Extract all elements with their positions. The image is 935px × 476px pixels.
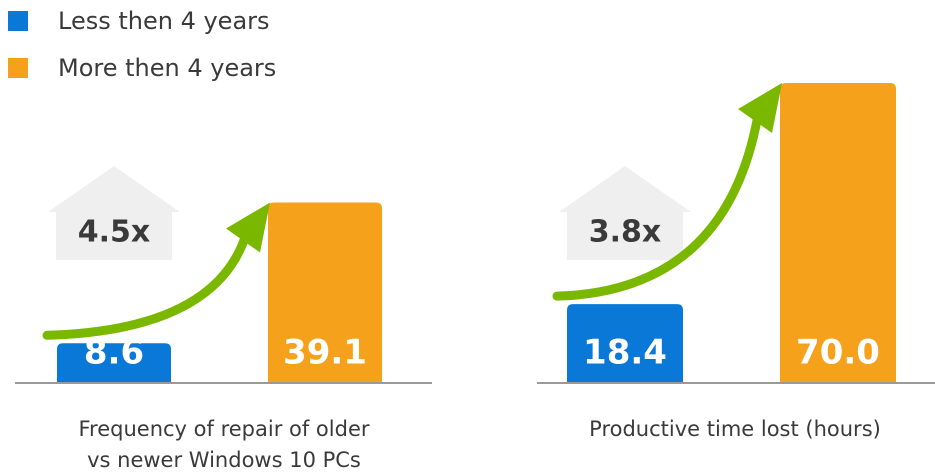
bar xyxy=(567,304,683,383)
badge-arrow xyxy=(48,166,180,260)
badge-arrow xyxy=(559,166,691,260)
bar xyxy=(268,202,382,383)
x-axis-label: Productive time lost (hours) xyxy=(589,417,881,441)
x-axis-label: Frequency of repair of older vs newer Wi… xyxy=(78,417,370,472)
growth-arrow xyxy=(552,110,763,301)
bar xyxy=(780,83,896,383)
legend-swatch xyxy=(8,58,28,78)
bar xyxy=(57,343,171,383)
legend-swatch xyxy=(8,11,28,31)
legend-label: More then 4 years xyxy=(58,54,276,82)
growth-arrow-head xyxy=(738,83,782,133)
bar-label: 8.6 xyxy=(84,333,144,373)
bar-label: 18.4 xyxy=(583,333,667,373)
growth-arrow xyxy=(42,230,251,340)
legend-label: Less then 4 years xyxy=(58,7,270,35)
bar-label: 70.0 xyxy=(796,333,880,373)
annotation: 4.5x xyxy=(78,215,151,250)
growth-arrow-head xyxy=(226,202,270,253)
annotation: 3.8x xyxy=(589,215,662,250)
bar-label: 39.1 xyxy=(283,333,367,373)
